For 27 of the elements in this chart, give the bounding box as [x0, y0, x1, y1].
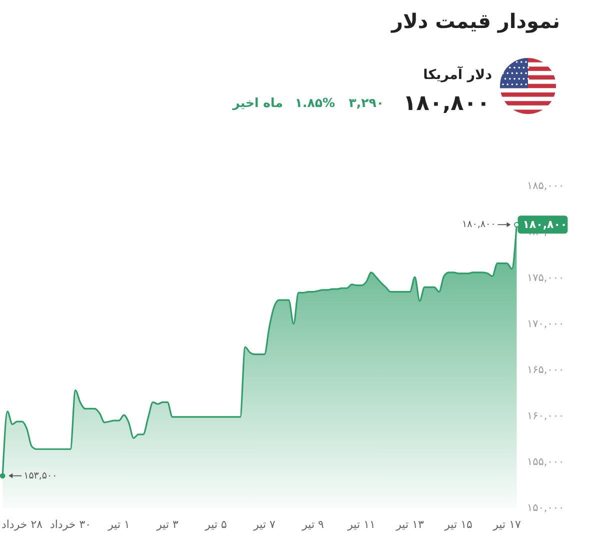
text: ۳,۲۹۰: [348, 95, 384, 110]
y-tick-label: ۱۸۵,۰۰۰: [527, 180, 564, 192]
y-tick-label: ۱۵۵,۰۰۰: [527, 456, 564, 468]
data-label: ۱۵۳,۵۰۰: [24, 470, 58, 482]
x-tick-label: ۷ تیر: [252, 518, 276, 531]
y-tick-label: ۱۷۵,۰۰۰: [527, 272, 564, 284]
text: ۱.۸۵%: [294, 95, 336, 110]
x-tick-label: ۹ تیر: [301, 518, 324, 531]
chart-title: نمودار قیمت دلار: [390, 9, 560, 33]
y-tick-label: ۱۶۵,۰۰۰: [527, 364, 564, 376]
x-tick-label: ۳۰ خرداد: [50, 518, 92, 531]
y-tick-label: ۱۶۰,۰۰۰: [527, 410, 564, 422]
x-tick-label: ۱ تیر: [107, 518, 130, 531]
x-tick-label: ۱۵ تیر: [444, 518, 472, 531]
x-tick-label: ۱۳ تیر: [395, 518, 424, 531]
x-tick-label: ۵ تیر: [204, 518, 228, 531]
y-tick-label: ۱۷۰,۰۰۰: [527, 318, 564, 330]
x-tick-label: ۳ تیر: [156, 518, 179, 531]
x-tick-label: ۱۷ تیر: [492, 518, 521, 531]
x-tick-label: ۲۸ خرداد: [1, 518, 43, 531]
text: ماه اخیر: [232, 95, 283, 111]
x-tick-label: ۱۱ تیر: [346, 518, 376, 531]
text: ۱۸۰,۸۰۰: [403, 91, 490, 116]
chart-subtitle: دلار آمریکا: [423, 66, 492, 83]
y-tick-label: ۱۵۰,۰۰۰: [527, 502, 564, 514]
text: ۱۸۰,۸۰۰: [522, 218, 568, 232]
data-label: ۱۸۰,۸۰۰: [462, 219, 496, 230]
